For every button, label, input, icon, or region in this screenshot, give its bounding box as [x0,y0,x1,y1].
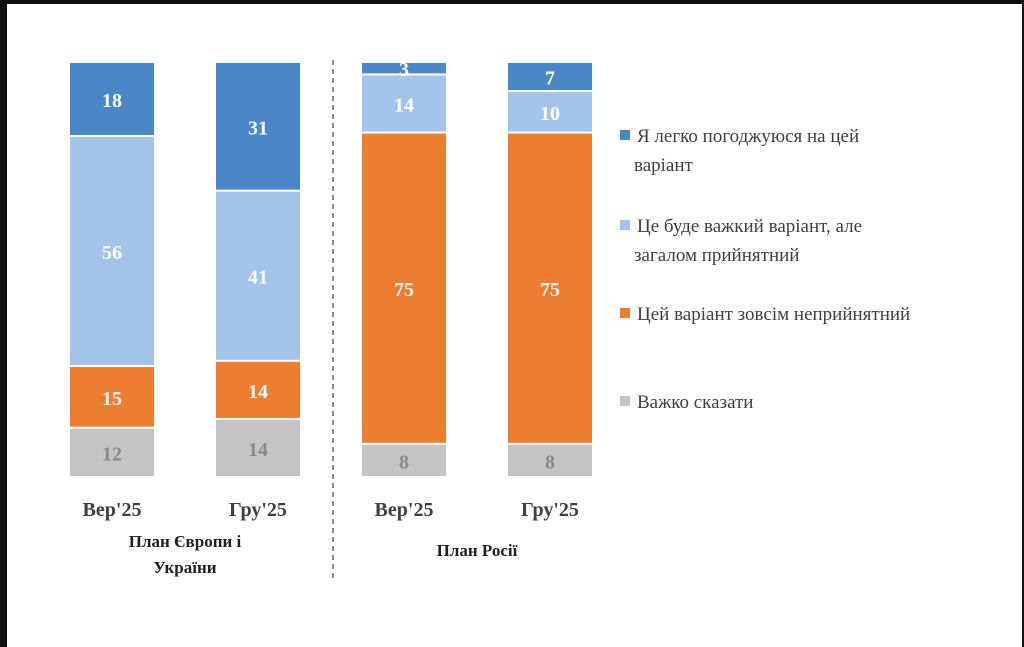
data-label-c1-s2: 14 [248,381,268,403]
group-label-0-line-0: План Європи і [129,532,242,551]
bar-segment-c3-s2 [508,133,592,443]
data-label-c0-s3: 12 [102,443,122,465]
bar-segment-c2-s3 [362,444,446,476]
legend-swatch-3 [620,396,630,406]
data-label-c2-s2: 75 [394,279,414,301]
x-tick-label-1: Гру'25 [229,499,287,521]
group-label-1-line-0: План Росії [437,541,518,560]
data-label-c0-s0: 18 [102,90,122,112]
bar-segment-c3-s3 [508,444,592,476]
data-label-c3-s1: 10 [540,103,560,125]
bar-segment-c1-s0 [216,63,300,190]
bars-layer [70,63,592,476]
legend-label-0-line-1: варіант [634,155,694,176]
bar-segment-c2-s1 [362,75,446,132]
x-tick-label-3: Гру'25 [521,499,579,521]
bar-segment-c0-s3 [70,428,154,476]
bar-segment-c0-s0 [70,63,154,135]
data-label-c1-s1: 41 [248,267,268,289]
data-label-c0-s1: 56 [102,242,122,264]
data-label-c3-s3: 8 [545,451,555,473]
x-tick-label-2: Вер'25 [375,499,434,521]
data-label-c2-s0: 3 [399,59,409,81]
legend-swatch-2 [620,308,630,318]
bar-segment-c2-s2 [362,133,446,443]
legend-label-3-line-0: Важко сказати [637,392,753,413]
bar-segment-c2-s0 [362,63,446,74]
bar-segment-c0-s1 [70,136,154,366]
data-label-c1-s0: 31 [248,117,268,139]
data-label-c2-s1: 14 [394,95,414,117]
legend-label-0-line-0: Я легко погоджуюся на цей [637,126,859,147]
legend-label-1-line-1: загалом прийнятний [634,245,799,266]
legend-swatch-1 [620,220,630,230]
axis-layer: Вер'25 Гру'25 Вер'25 Гру'25 План Європи і Укр… [83,60,579,580]
bar-segment-c0-s2 [70,367,154,427]
legend-label-2-line-0: Цей варіант зовсім неприйнятний [637,304,910,325]
x-tick-label-0: Вер'25 [83,499,142,521]
bar-segment-c1-s2 [216,361,300,418]
legend: Я легко погоджуюся на цей варіант Це буде … [620,126,910,413]
bar-segment-c3-s1 [508,92,592,132]
data-label-c1-s3: 14 [248,439,268,461]
group-label-0-line-1: України [153,558,216,577]
data-label-c2-s3: 8 [399,451,409,473]
bar-segment-c1-s1 [216,191,300,360]
legend-label-1-line-0: Це буде важкий варіант, але [637,216,862,237]
data-label-c3-s2: 75 [540,279,560,301]
legend-swatch-0 [620,130,630,140]
labels-layer: 18 56 15 12 31 41 14 14 3 14 75 8 7 10 75 8 [102,59,560,473]
bar-segment-c3-s0 [508,63,592,91]
data-label-c0-s2: 15 [102,388,122,410]
data-label-c3-s0: 7 [545,68,555,90]
bar-segment-c1-s3 [216,419,300,476]
